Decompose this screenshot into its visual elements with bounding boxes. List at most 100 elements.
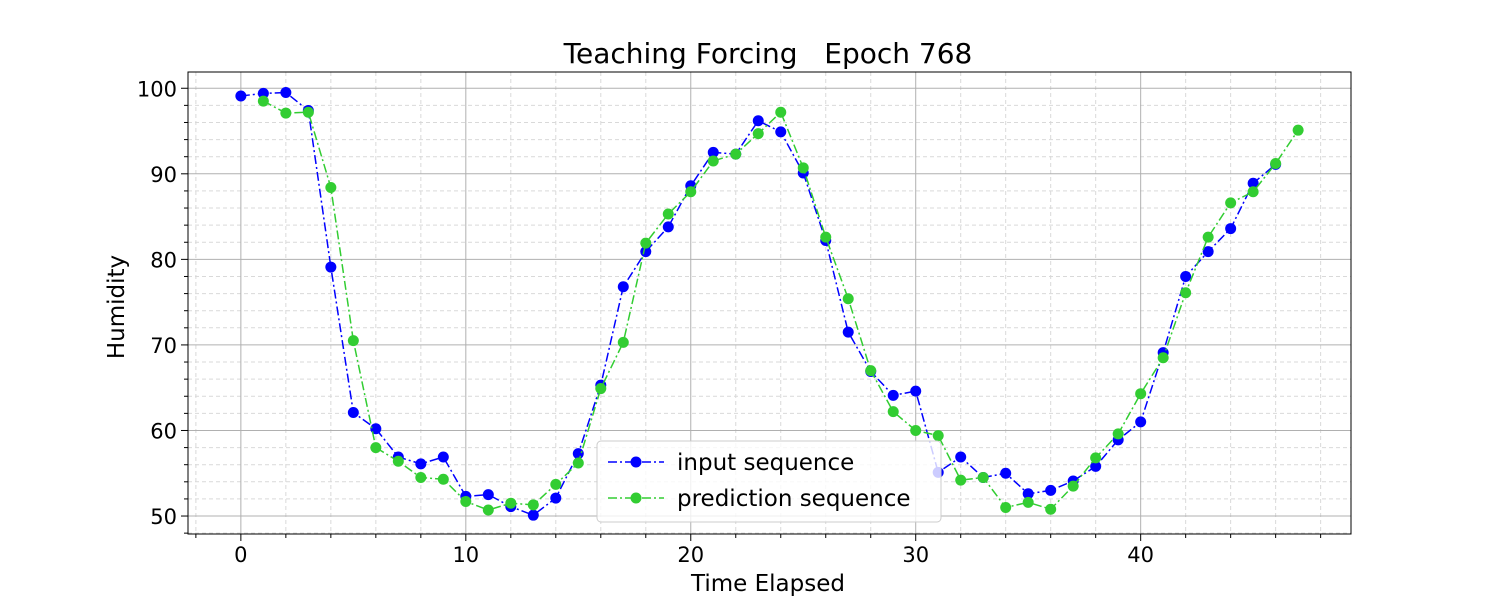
y-tick-label: 100 <box>137 77 177 101</box>
data-point-input <box>1202 246 1214 258</box>
grid <box>188 72 1351 534</box>
data-point-input <box>640 246 652 258</box>
data-point-input <box>617 281 629 293</box>
data-point-input <box>257 87 269 99</box>
data-point-input <box>1135 416 1147 428</box>
y-axis-label: Humidity <box>104 255 130 359</box>
data-point-input <box>1247 177 1259 189</box>
data-point-input <box>662 221 674 233</box>
data-point-prediction <box>1090 452 1102 464</box>
data-point-prediction <box>955 474 967 486</box>
data-point-prediction <box>257 95 269 107</box>
plot-area-frame <box>187 71 1352 535</box>
data-point-input <box>572 448 584 460</box>
data-point-prediction <box>302 106 314 118</box>
data-point-prediction <box>910 424 922 436</box>
data-point-prediction <box>752 128 764 140</box>
legend-label-input: input sequence <box>677 450 854 476</box>
data-point-prediction <box>977 472 989 484</box>
data-point-input <box>707 146 719 158</box>
data-point-prediction <box>707 155 719 167</box>
legend: input sequence prediction sequence <box>596 440 942 523</box>
y-tick-label: 90 <box>150 163 177 187</box>
data-point-prediction <box>730 148 742 160</box>
x-tick-label: 0 <box>234 543 247 567</box>
axis-ticks: 0 10 20 30 40 50 60 70 80 90 100 <box>137 77 1322 567</box>
data-point-prediction <box>482 504 494 516</box>
x-tick-label: 40 <box>1127 543 1154 567</box>
data-point-input <box>910 385 922 397</box>
data-point-prediction <box>662 208 674 220</box>
data-point-prediction <box>887 406 899 418</box>
data-point-prediction <box>437 473 449 485</box>
legend-marker-prediction <box>630 492 642 504</box>
data-point-input <box>325 261 337 273</box>
data-point-input <box>527 509 539 521</box>
x-axis-label: Time Elapsed <box>690 571 845 597</box>
data-point-prediction <box>347 335 359 347</box>
data-point-input <box>415 458 427 470</box>
x-tick-label: 20 <box>677 543 704 567</box>
y-tick-label: 60 <box>150 419 177 443</box>
data-point-input <box>775 126 787 138</box>
data-point-input <box>842 326 854 338</box>
data-point-prediction <box>527 499 539 511</box>
data-point-prediction <box>820 231 832 243</box>
data-point-prediction <box>415 472 427 484</box>
data-point-input <box>347 407 359 419</box>
data-point-prediction <box>280 107 292 119</box>
data-point-input <box>1180 270 1192 282</box>
y-tick-label: 50 <box>150 505 177 529</box>
data-point-prediction <box>505 497 517 509</box>
data-point-prediction <box>460 495 472 507</box>
data-point-prediction <box>797 162 809 174</box>
data-point-input <box>437 451 449 463</box>
legend-label-prediction: prediction sequence <box>677 486 911 512</box>
data-point-prediction <box>1225 197 1237 209</box>
data-point-input <box>1090 460 1102 472</box>
data-point-input <box>752 115 764 127</box>
data-point-input <box>955 451 967 463</box>
data-point-prediction <box>775 106 787 118</box>
data-point-prediction <box>865 365 877 377</box>
data-point-prediction <box>1180 287 1192 299</box>
data-point-prediction <box>595 383 607 395</box>
data-point-prediction <box>1270 158 1282 170</box>
data-point-prediction <box>572 457 584 469</box>
series-layer <box>235 87 1304 521</box>
data-point-input <box>1225 223 1237 235</box>
data-point-input <box>887 389 899 401</box>
y-tick-label: 70 <box>150 334 177 358</box>
data-point-prediction <box>1112 428 1124 440</box>
data-point-prediction <box>1292 124 1304 136</box>
data-point-input <box>550 492 562 504</box>
legend-entry-prediction: prediction sequence <box>608 486 911 512</box>
data-point-input <box>482 489 494 501</box>
data-point-prediction <box>1135 388 1147 400</box>
y-tick-label: 80 <box>150 248 177 272</box>
data-point-prediction <box>932 430 944 442</box>
data-point-prediction <box>392 455 404 467</box>
data-point-prediction <box>842 293 854 305</box>
data-point-prediction <box>1022 496 1034 508</box>
data-point-prediction <box>1202 231 1214 243</box>
data-point-input <box>1045 484 1057 496</box>
data-point-prediction <box>370 442 382 454</box>
data-point-prediction <box>1000 501 1012 513</box>
x-tick-label: 30 <box>902 543 929 567</box>
data-point-input <box>1000 467 1012 479</box>
legend-entry-input: input sequence <box>608 450 854 476</box>
data-point-prediction <box>685 186 697 198</box>
chart-title: Teaching Forcing Epoch 768 <box>563 37 973 70</box>
data-point-prediction <box>1067 480 1079 492</box>
data-point-prediction <box>1247 186 1259 198</box>
data-point-prediction <box>550 478 562 490</box>
data-point-input <box>280 87 292 99</box>
data-point-prediction <box>640 237 652 249</box>
data-point-prediction <box>1045 503 1057 515</box>
data-point-prediction <box>1157 352 1169 364</box>
x-tick-label: 10 <box>452 543 479 567</box>
data-point-input <box>1022 488 1034 500</box>
series-line-prediction <box>263 100 1299 511</box>
